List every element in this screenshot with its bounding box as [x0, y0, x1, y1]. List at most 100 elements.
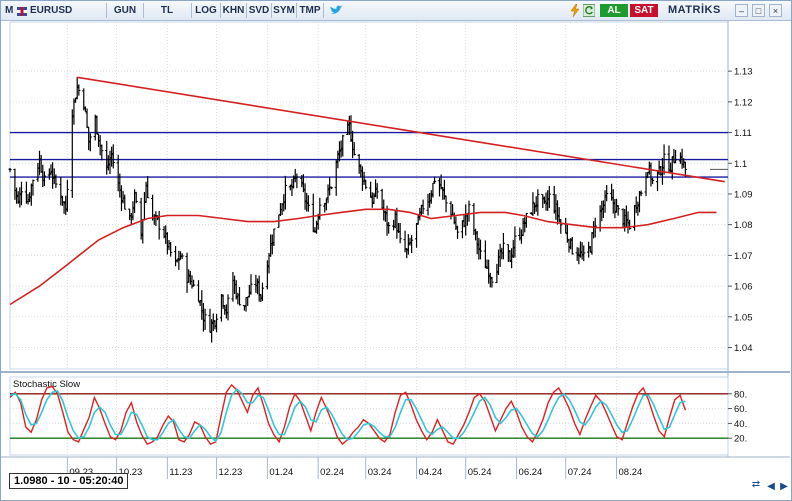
price-bar [237, 286, 242, 306]
y-tick-label: 1.11 [734, 128, 752, 139]
time-axis: 09.23 10.23 11.23 12.23 01.24 02.24 03.24 04.24… [1, 456, 790, 479]
price-bar [8, 167, 12, 173]
price-bar [169, 242, 173, 257]
scroll-right-icon[interactable]: ▶ [780, 481, 788, 492]
sync-icon[interactable]: ⇄ [751, 479, 761, 490]
time-tick-label: 12.23 [219, 467, 243, 478]
stoch-plot-area [9, 376, 729, 456]
brand-logo: MATRİKS [668, 4, 721, 16]
price-bar [134, 191, 138, 204]
time-tick-label: 08.24 [619, 467, 643, 478]
price-bar [352, 142, 356, 156]
refresh-icon[interactable] [582, 4, 596, 17]
price-bar [177, 250, 181, 270]
moving-average-line [9, 208, 717, 306]
price-bar [31, 179, 35, 196]
price-bar [536, 189, 540, 216]
time-tick-label: 01.24 [269, 467, 293, 478]
price-bar [501, 232, 506, 260]
time-tick-label: 10.23 [119, 467, 143, 478]
sell-button[interactable]: SAT [630, 4, 658, 17]
scroll-left-icon[interactable]: ◀ [767, 481, 775, 492]
gun-button[interactable]: GUN [106, 3, 144, 18]
time-tick-label: 06.24 [519, 467, 543, 478]
y-tick-label: 1.08 [734, 220, 753, 231]
price-bar [531, 192, 535, 216]
y-tick-label: 1.07 [734, 251, 753, 262]
twitter-icon[interactable] [329, 5, 343, 16]
maximize-icon[interactable]: □ [752, 4, 765, 17]
price-bar [364, 179, 368, 190]
time-tick-label: 05.24 [468, 467, 492, 478]
price-bar [318, 197, 322, 220]
price-bar [387, 222, 391, 234]
y-tick-label: 1.1 [734, 159, 747, 170]
price-bar [283, 175, 287, 210]
stoch-y-tick-label: 80. [734, 389, 747, 400]
price-bar [478, 239, 483, 260]
log-button[interactable]: LOG [192, 3, 221, 18]
price-bar [180, 253, 184, 260]
y-tick-label: 1.06 [734, 282, 753, 293]
price-bar [673, 150, 678, 164]
price-bar [639, 190, 643, 197]
price-panel: 1.04 1.05 1.06 1.07 1.08 1.09 1.1 1.11 1.12 1.13 [1, 20, 790, 470]
stochastic-panel: Stochastic Slow 20. 40. 60. 80. [9, 376, 747, 456]
price-bar [54, 174, 58, 188]
descending-trendline [77, 76, 725, 183]
menu-icon[interactable]: M [5, 5, 14, 16]
tmp-button[interactable]: TMP [297, 3, 324, 18]
y-tick-label: 1.05 [734, 312, 753, 323]
chart-toolbar: M EURUSD GUN TL LOG KHN SVD SYM TMP C AL… [1, 1, 791, 21]
buy-button[interactable]: AL [600, 4, 628, 17]
svd-button[interactable]: SVD [247, 3, 272, 18]
time-tick-label: 09.23 [69, 467, 93, 478]
stoch-y-tick-label: 40. [734, 419, 747, 430]
price-bar [605, 185, 609, 202]
price-bar [123, 194, 127, 210]
price-bar [432, 176, 437, 184]
y-tick-label: 1.04 [734, 343, 753, 354]
price-bar [100, 144, 104, 161]
time-tick-label: 11.23 [169, 467, 192, 478]
stochastic-title: Stochastic Slow [13, 379, 80, 390]
y-tick-label: 1.12 [734, 97, 753, 108]
price-bar [524, 212, 528, 228]
price-bar [513, 226, 517, 258]
cursor-readout: 1.0980 - 10 - 05:20:40 [9, 473, 129, 489]
price-bar [77, 84, 81, 96]
price-bar [375, 183, 379, 199]
minimize-icon[interactable]: – [735, 4, 748, 17]
khn-button[interactable]: KHN [221, 3, 247, 18]
price-bar [341, 134, 345, 157]
y-tick-label: 1.13 [734, 67, 753, 78]
price-bar [65, 179, 69, 212]
price-bar [19, 181, 24, 206]
price-bar [490, 276, 494, 288]
price-bar [295, 173, 299, 189]
time-tick-label: 07.24 [568, 467, 592, 478]
tl-button[interactable]: TL [143, 3, 192, 18]
price-bar [249, 274, 253, 295]
stoch-d-line [9, 388, 686, 443]
price-chart[interactable]: 1.041.051.061.071.081.091.11.111.121.13 … [1, 20, 791, 500]
price-bar [650, 177, 655, 185]
sym-button[interactable]: SYM [272, 3, 297, 18]
time-tick-label: 03.24 [368, 467, 392, 478]
price-bar [616, 205, 620, 216]
time-tick-label: 02.24 [320, 467, 344, 478]
symbol-label[interactable]: EURUSD [30, 5, 73, 16]
price-bar [582, 245, 586, 262]
close-icon[interactable]: × [769, 4, 782, 17]
price-bar [214, 313, 219, 333]
price-bar [570, 236, 574, 255]
price-bar [42, 171, 47, 186]
price-bar [683, 161, 687, 177]
price-bar [410, 235, 414, 254]
lightning-icon[interactable] [570, 3, 580, 18]
price-plot-area [9, 21, 729, 370]
price-bar [191, 279, 196, 287]
price-bar [203, 308, 207, 330]
time-tick-label: 04.24 [419, 467, 443, 478]
